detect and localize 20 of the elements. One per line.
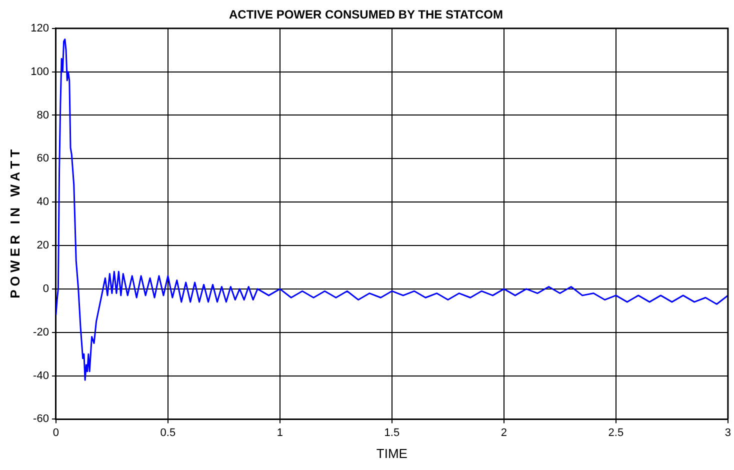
x-tick-label: 3 <box>724 426 732 439</box>
x-tick-label: 1 <box>276 426 284 439</box>
y-tick-label: 0 <box>42 282 49 295</box>
y-axis-title: P O W E R I N W A T T <box>7 149 22 298</box>
y-tick-label: 60 <box>36 152 49 165</box>
x-axis-title: TIME <box>376 446 408 461</box>
x-tick-label: 2.5 <box>608 426 624 439</box>
y-tick-label: -60 <box>33 413 49 426</box>
x-tick-label: 0 <box>52 426 60 439</box>
y-tick-label: 40 <box>36 196 49 208</box>
y-tick-label: 100 <box>30 66 49 78</box>
y-tick-label: 80 <box>36 109 49 122</box>
x-tick-label: 1.5 <box>384 426 400 439</box>
y-tick-label: 120 <box>30 22 49 34</box>
chart-title: ACTIVE POWER CONSUMED BY THE STATCOM <box>228 8 504 22</box>
x-tick-label: 0.5 <box>160 426 176 439</box>
y-tick-label: -40 <box>33 370 49 382</box>
y-tick-label: -20 <box>33 326 49 338</box>
y-tick-label: 20 <box>36 240 49 252</box>
x-tick-label: 2 <box>500 426 508 439</box>
